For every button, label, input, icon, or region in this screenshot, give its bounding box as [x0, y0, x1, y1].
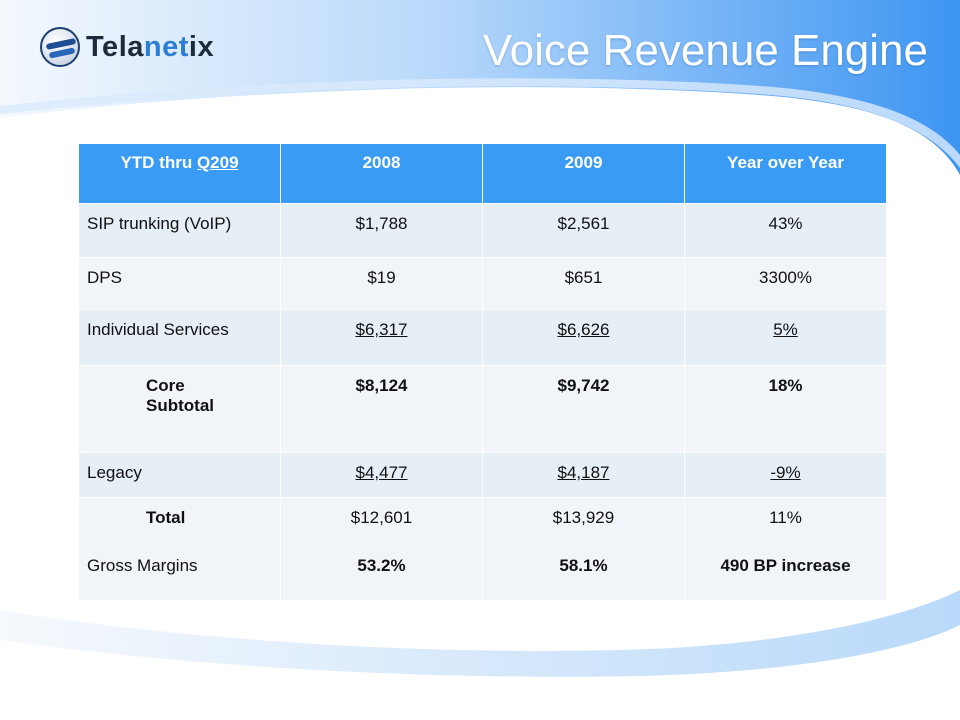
total-label: Total — [146, 508, 186, 527]
gross-yoy: 490 BP increase — [720, 556, 851, 575]
value-2008: $19 — [367, 268, 396, 287]
row-label: Core Subtotal — [146, 376, 214, 415]
value-2008: $1,788 — [355, 214, 408, 233]
value-2009: $9,742 — [557, 376, 610, 395]
revenue-table: YTD thru Q209 2008 2009 Year over Year S… — [78, 143, 887, 601]
value-yoy: 5% — [773, 320, 798, 339]
table-row-dps: DPS $19 $651 3300% — [78, 257, 887, 310]
row-label: Individual Services — [87, 320, 229, 339]
table-row-total: Total Gross Margins $12,601 53.2% $13,92… — [78, 497, 887, 601]
telanetix-logo-icon — [40, 27, 80, 67]
value-yoy: 3300% — [759, 268, 812, 287]
slide-title: Voice Revenue Engine — [482, 26, 928, 75]
value-2009: $2,561 — [557, 214, 610, 233]
row-label: DPS — [87, 268, 122, 287]
value-2009: $651 — [564, 268, 603, 287]
gross-2008: 53.2% — [357, 556, 406, 575]
header-2009: 2009 — [482, 143, 685, 204]
value-2009: $6,626 — [557, 320, 610, 339]
value-yoy: 43% — [768, 214, 803, 233]
table-row-individual: Individual Services $6,317 $6,626 5% — [78, 309, 887, 366]
table-row-legacy: Legacy $4,477 $4,187 -9% — [78, 452, 887, 498]
value-yoy: 18% — [768, 376, 803, 395]
value-2008: $8,124 — [355, 376, 408, 395]
gross-margins-label: Gross Margins — [87, 556, 198, 575]
logo-wordmark: Telanetix — [86, 30, 215, 63]
row-label: Legacy — [87, 463, 142, 482]
value-2008: $6,317 — [355, 320, 408, 339]
header-yoy: Year over Year — [684, 143, 887, 204]
table-header-row: YTD thru Q209 2008 2009 Year over Year — [78, 143, 887, 204]
q209-link[interactable]: Q209 — [196, 153, 239, 172]
gross-2009: 58.1% — [559, 556, 608, 575]
table-row-core-subtotal: Core Subtotal $8,124 $9,742 18% — [78, 365, 887, 453]
header-ytd: YTD thru Q209 — [78, 143, 281, 204]
total-2008: $12,601 — [350, 508, 413, 527]
table-row-sip: SIP trunking (VoIP) $1,788 $2,561 43% — [78, 203, 887, 258]
telanetix-logo: Telanetix — [40, 22, 214, 72]
total-yoy: 11% — [769, 508, 802, 527]
total-2009: $13,929 — [552, 508, 615, 527]
value-2008: $4,477 — [355, 463, 408, 482]
header-2008: 2008 — [280, 143, 483, 204]
row-label: SIP trunking (VoIP) — [87, 214, 232, 233]
value-2009: $4,187 — [557, 463, 610, 482]
value-yoy: -9% — [770, 463, 801, 482]
